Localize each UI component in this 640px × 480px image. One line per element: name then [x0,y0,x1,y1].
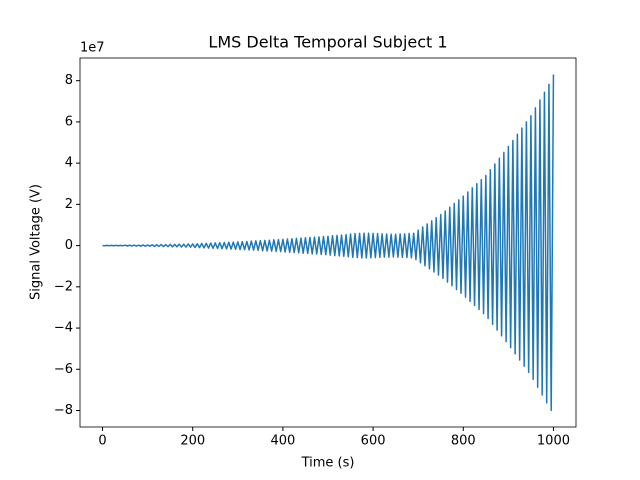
x-tick-label: 600 [361,434,386,449]
y-tick-label: 4 [65,156,73,171]
x-tick-label: 200 [180,434,205,449]
y-tick-label: 2 [65,197,73,212]
y-tick-label: 6 [65,114,73,129]
y-axis-label: Signal Voltage (V) [29,184,44,300]
plot-frame [79,57,577,428]
y-tick-label: 0 [65,238,73,253]
x-tick-label: 800 [451,434,476,449]
y-tick-label: −4 [54,321,73,336]
line-series [102,74,555,412]
x-tick-label: 0 [98,434,106,449]
x-tick-label: 1000 [537,434,570,449]
y-tick-label: 8 [65,73,73,88]
y-offset-label: 1e7 [80,41,105,56]
x-axis-label: Time (s) [301,456,355,471]
x-tick-label: 400 [270,434,295,449]
chart-title: LMS Delta Temporal Subject 1 [208,33,447,52]
y-tick-label: −6 [54,362,73,377]
y-tick-label: −8 [54,403,73,418]
y-tick-label: −2 [54,279,73,294]
